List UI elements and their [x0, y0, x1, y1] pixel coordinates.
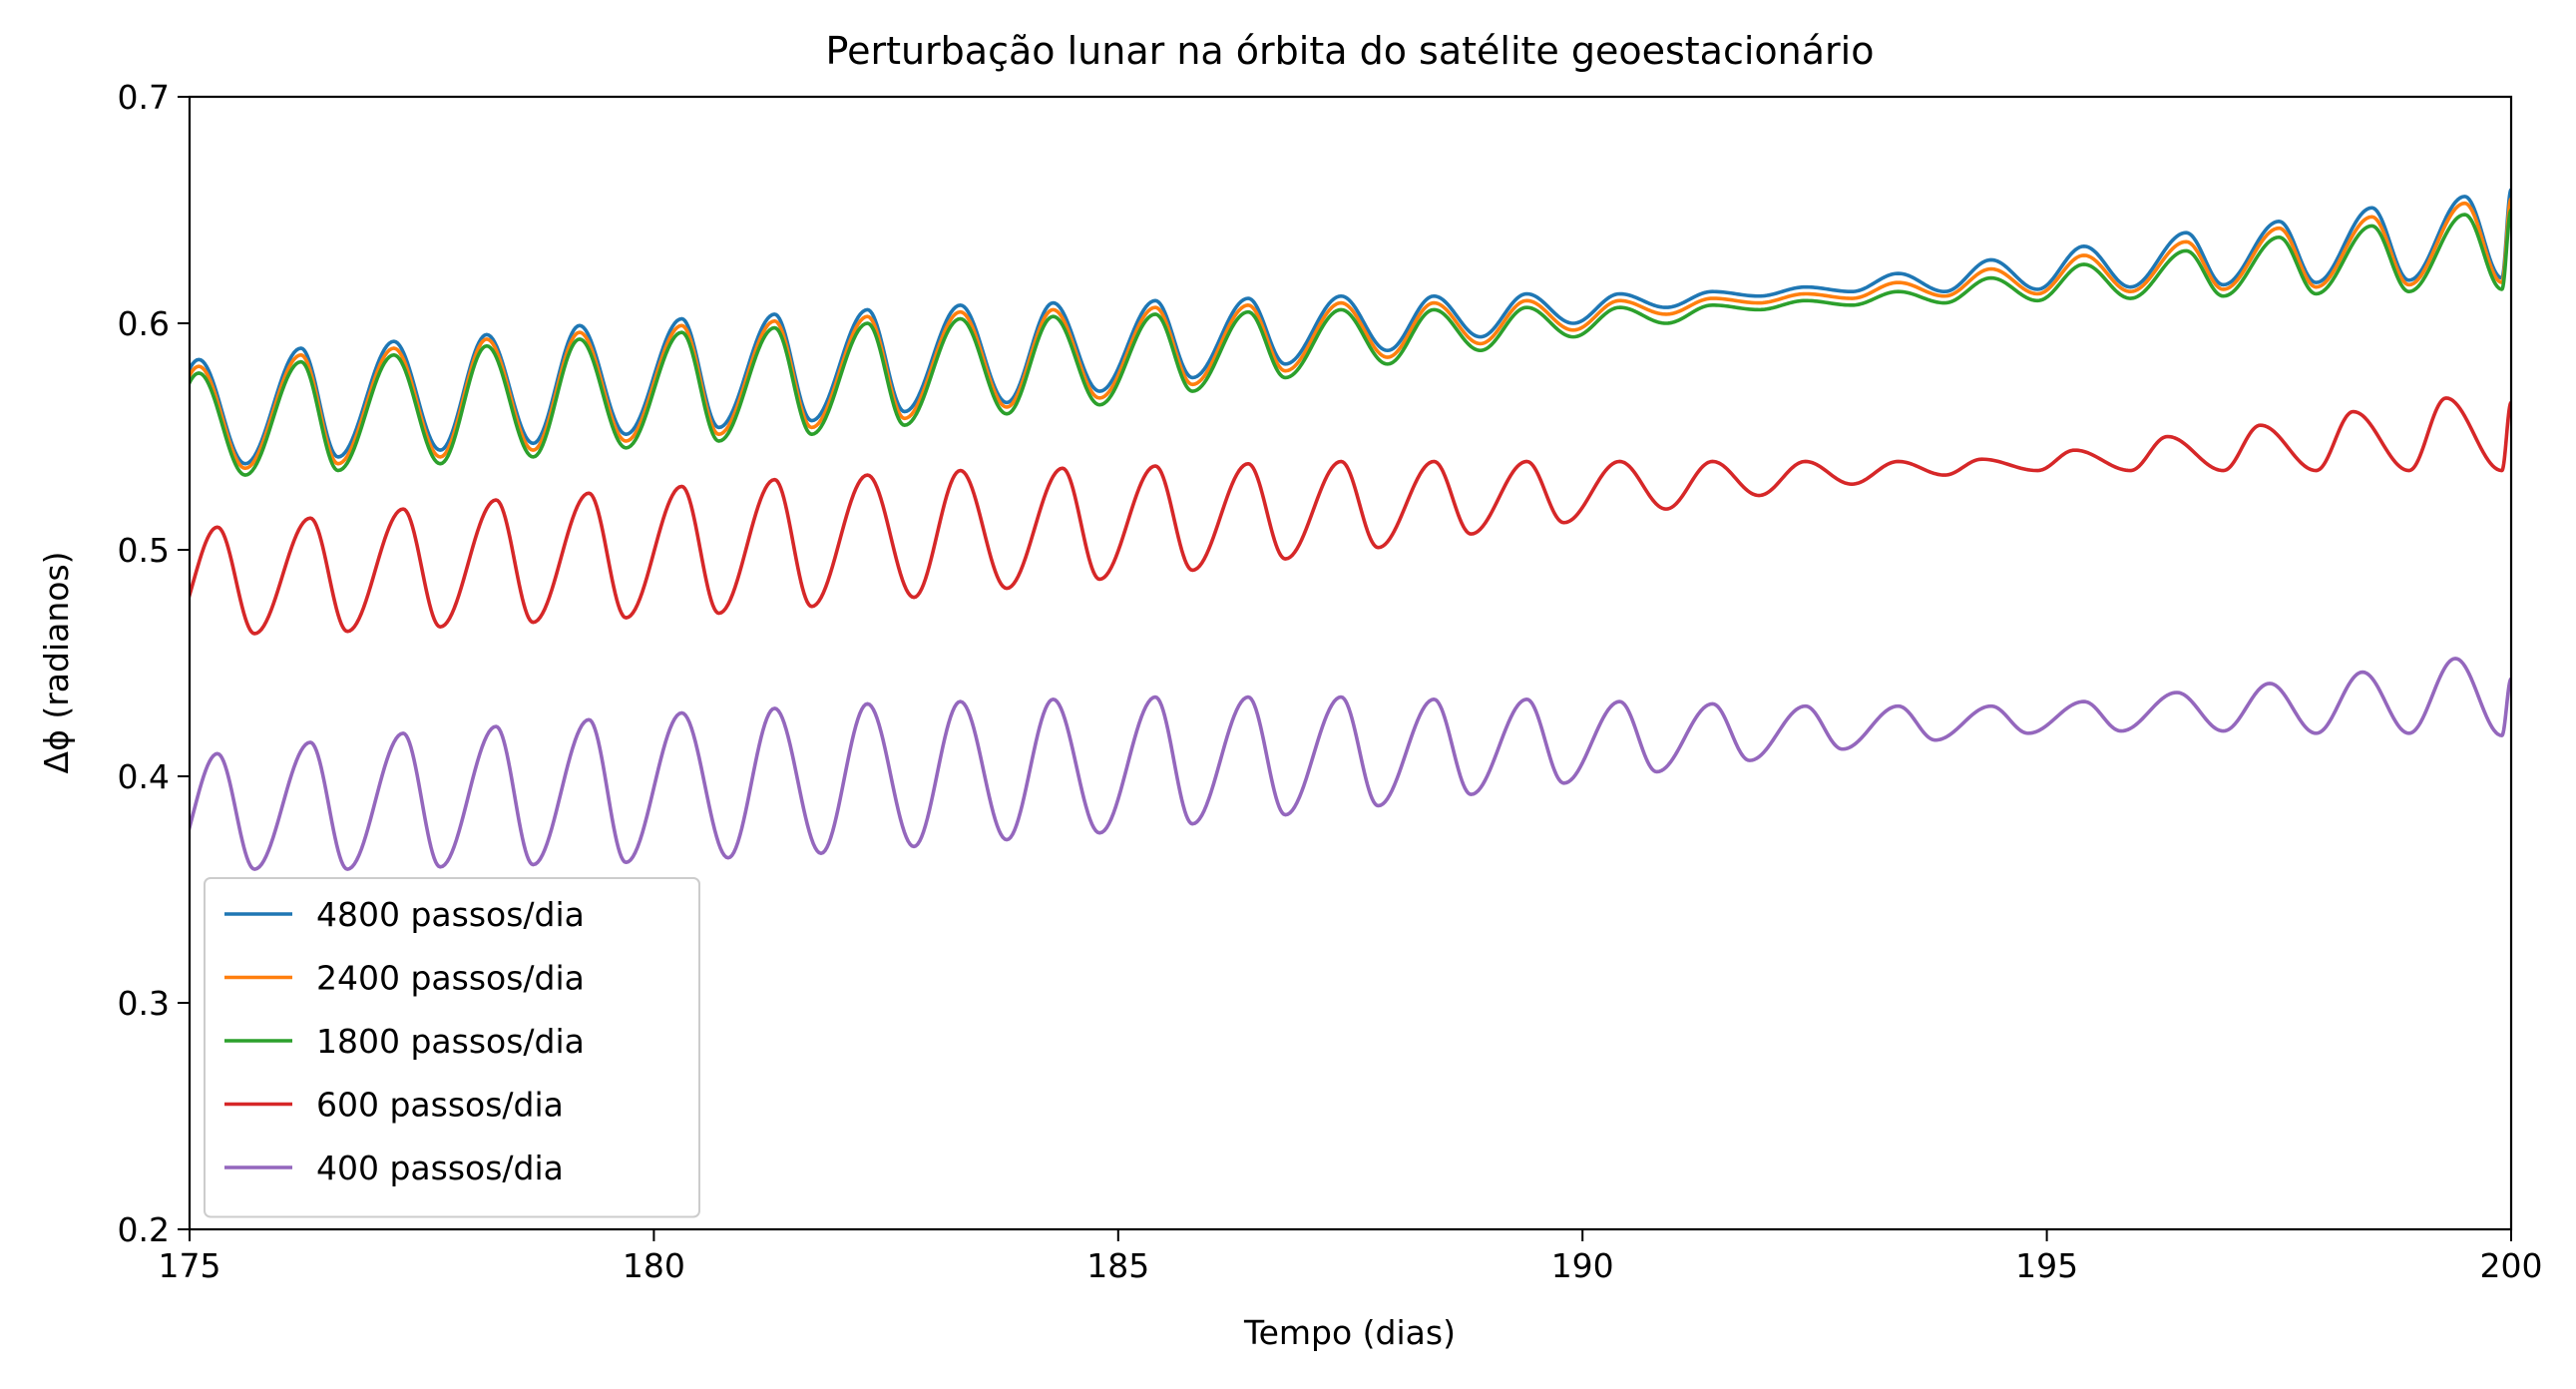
legend-box: [204, 877, 700, 1218]
x-tick-label: 200: [2480, 1246, 2543, 1285]
x-tick-label: 190: [1551, 1246, 1614, 1285]
series-line: [190, 209, 2511, 477]
y-tick-label: 0.2: [118, 1210, 170, 1249]
axis-ticks: 175 180 185 190 195 200 0.2 0.3 0.4 0.5 0.6 0.7: [118, 78, 2543, 1285]
series-line: [190, 396, 2511, 636]
y-tick-label: 0.6: [118, 304, 170, 343]
legend-label: 600 passos/dia: [316, 1086, 564, 1125]
chart-title: Perturbação lunar na órbita do satélite …: [826, 29, 1875, 73]
legend-label: 2400 passos/dia: [316, 959, 585, 998]
x-tick-label: 175: [159, 1246, 221, 1285]
x-axis-label: Tempo (dias): [1243, 1313, 1456, 1352]
y-tick-label: 0.4: [118, 757, 170, 796]
y-tick-label: 0.5: [118, 531, 170, 570]
series-group: [190, 188, 2511, 871]
legend-label: 1800 passos/dia: [316, 1022, 585, 1061]
y-tick-label: 0.7: [118, 78, 170, 117]
x-tick-label: 180: [623, 1246, 685, 1285]
y-axis-label: Δϕ (radianos): [37, 551, 76, 773]
series-line: [190, 657, 2511, 871]
plot-frame: [188, 95, 2513, 1231]
legend: 4800 passos/dia 2400 passos/dia 1800 passo…: [204, 877, 700, 1218]
legend-label: 4800 passos/dia: [316, 895, 585, 934]
legend-label: 400 passos/dia: [316, 1149, 564, 1187]
x-tick-label: 195: [2015, 1246, 2078, 1285]
x-tick-label: 185: [1086, 1246, 1149, 1285]
y-tick-label: 0.3: [118, 984, 170, 1023]
